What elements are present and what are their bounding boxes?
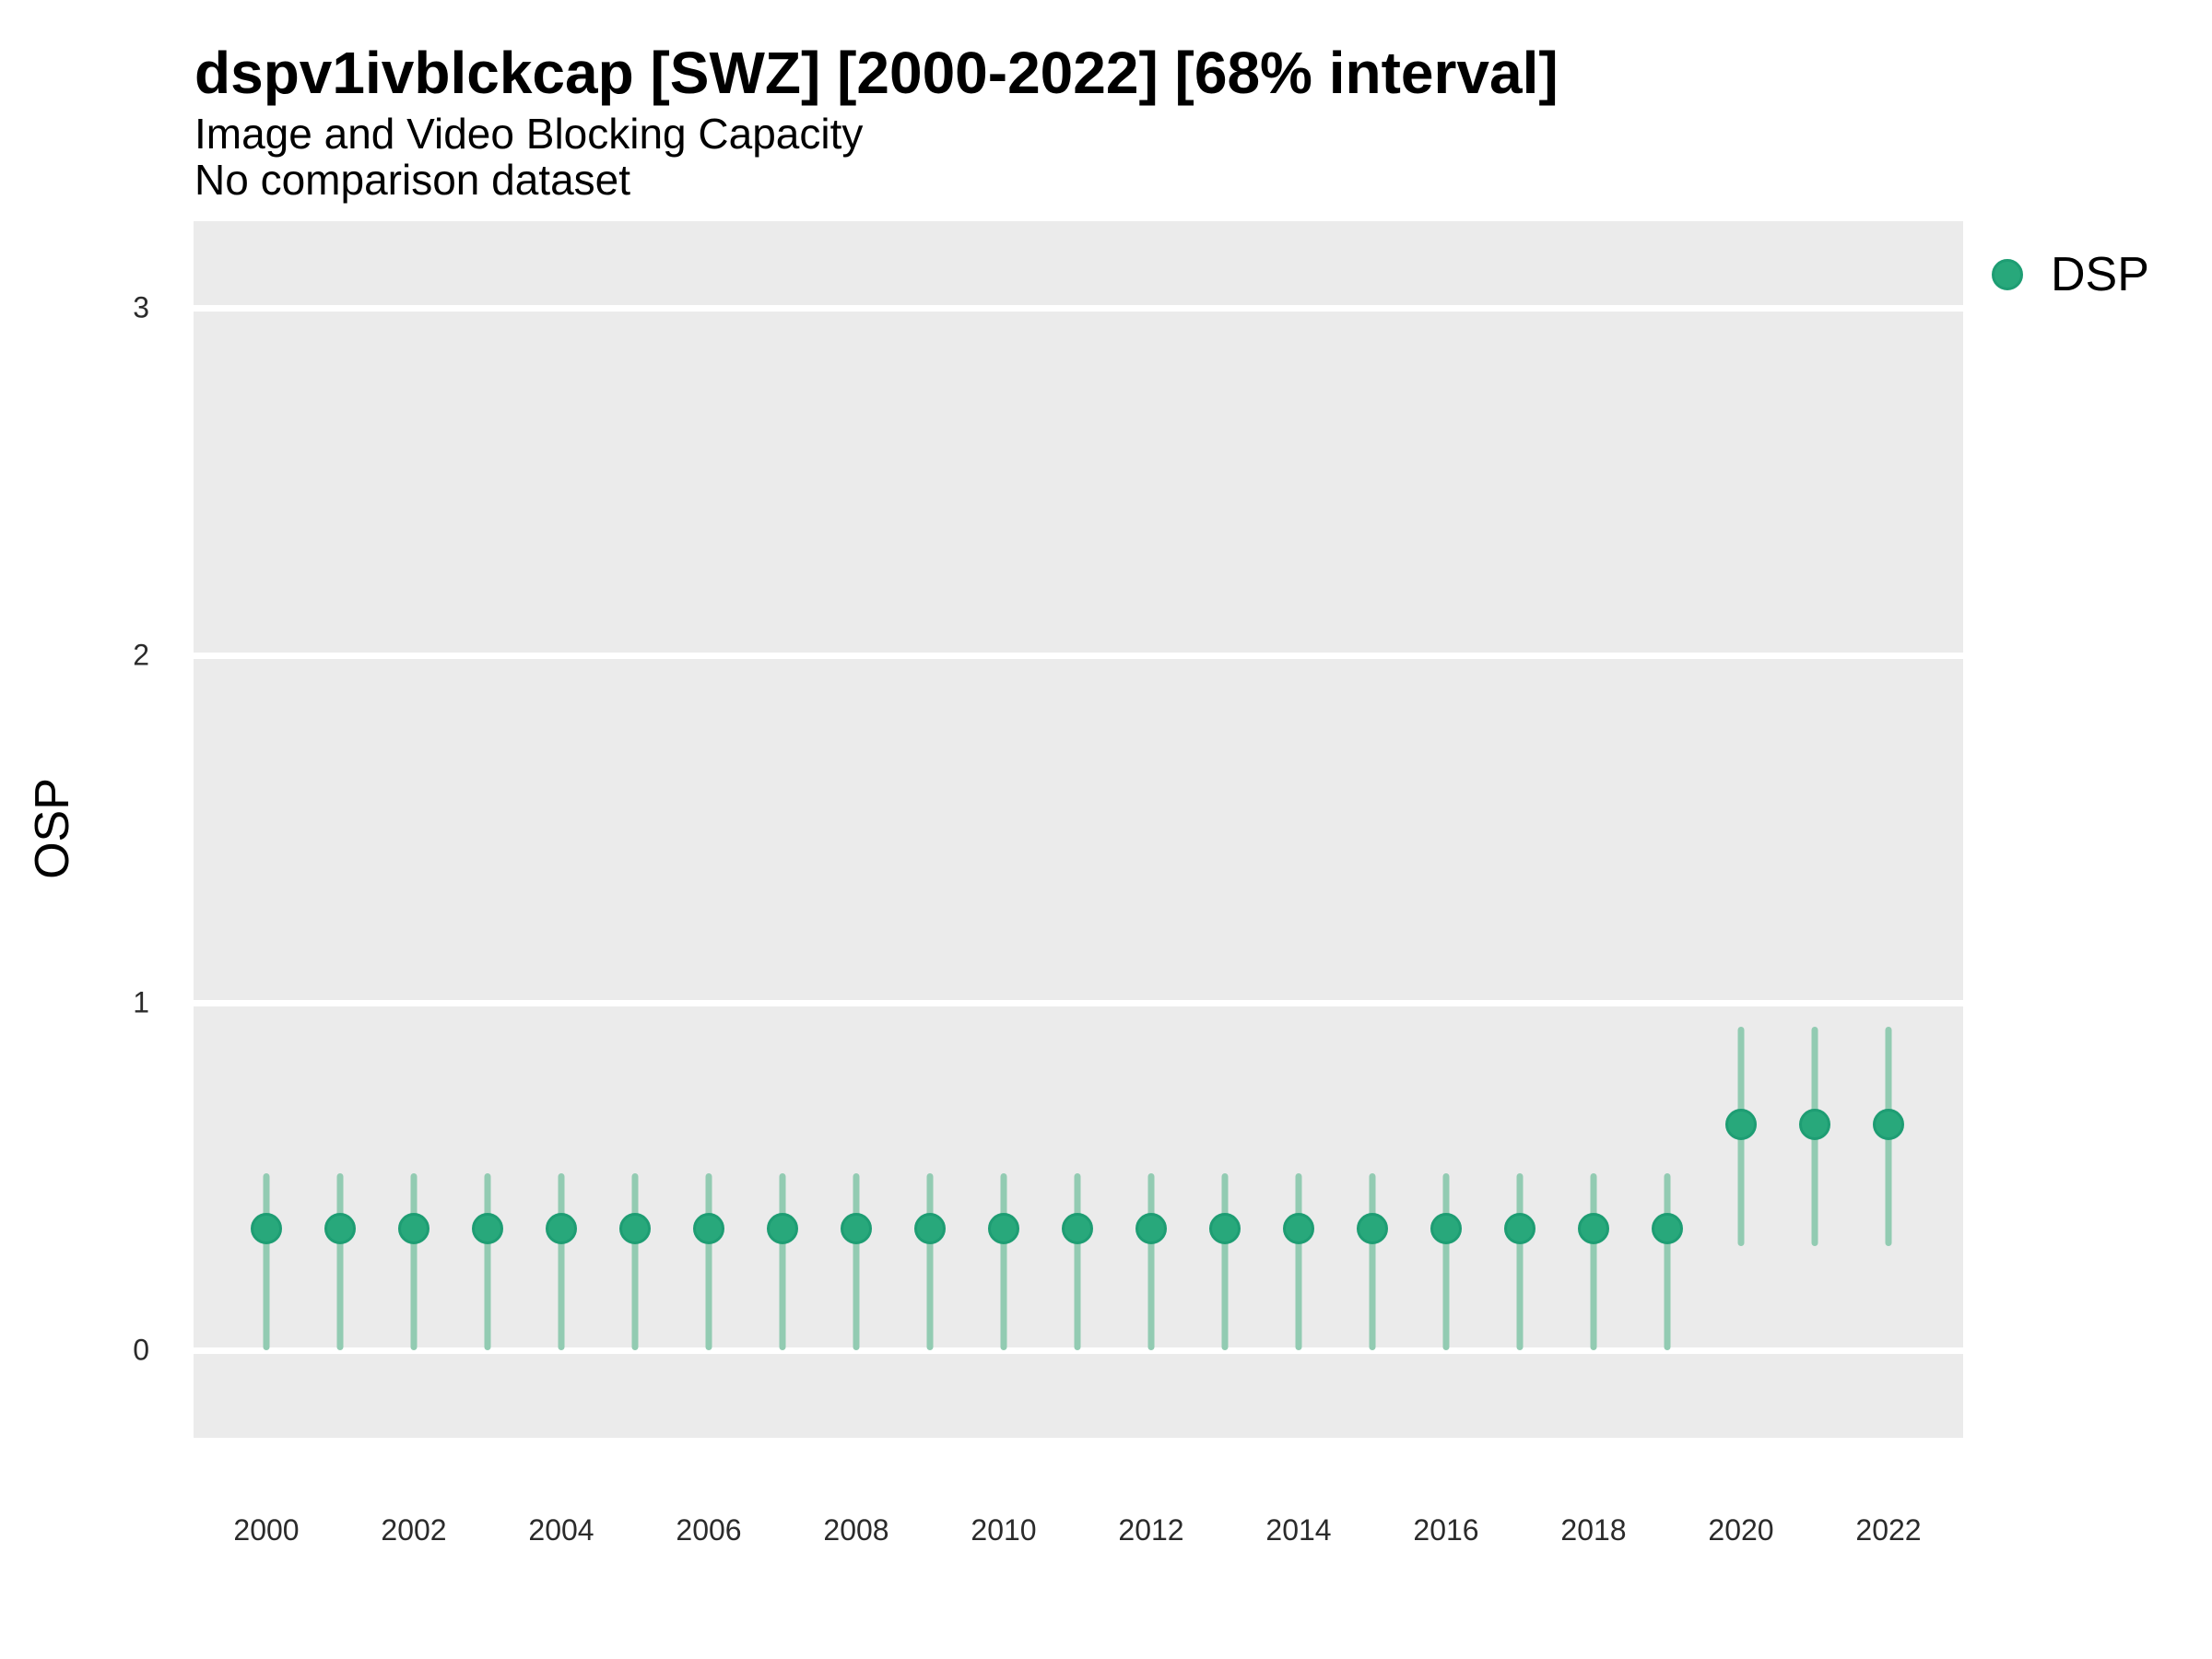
y-tick-label: 1: [133, 985, 149, 1019]
x-tick-label: 2006: [676, 1513, 742, 1547]
x-tick-label: 2008: [823, 1513, 889, 1547]
data-point: [324, 1213, 356, 1245]
error-bar: [1147, 1172, 1155, 1350]
data-point: [1504, 1213, 1535, 1245]
data-point: [767, 1213, 798, 1245]
y-tick-label: 2: [133, 638, 149, 672]
data-point: [1799, 1108, 1830, 1140]
error-bar: [853, 1172, 860, 1350]
error-bar: [1442, 1172, 1450, 1350]
x-tick-label: 2014: [1265, 1513, 1332, 1547]
gridline-y-2: [194, 652, 1963, 659]
error-bar: [1074, 1172, 1081, 1350]
data-point: [1357, 1213, 1388, 1245]
legend-label: DSP: [2051, 248, 2149, 301]
data-point: [251, 1213, 282, 1245]
y-tick-label: 3: [133, 290, 149, 324]
x-tick-label: 2004: [528, 1513, 594, 1547]
data-point: [1652, 1213, 1683, 1245]
data-point: [1062, 1213, 1093, 1245]
y-tick-label: 0: [133, 1333, 149, 1367]
error-bar: [1516, 1172, 1524, 1350]
legend-dot-icon: [1992, 259, 2023, 290]
error-bar: [1590, 1172, 1597, 1350]
error-bar: [779, 1172, 786, 1350]
chart-title: dspv1ivblckcap [SWZ] [2000-2022] [68% in…: [194, 40, 1559, 106]
data-point: [988, 1213, 1019, 1245]
error-bar: [1664, 1172, 1671, 1350]
error-bar: [705, 1172, 712, 1350]
data-point: [914, 1213, 946, 1245]
gridline-y-1: [194, 999, 1963, 1006]
data-point: [398, 1213, 429, 1245]
error-bar: [336, 1172, 344, 1350]
error-bar: [926, 1172, 934, 1350]
x-tick-label: 2022: [1855, 1513, 1922, 1547]
x-tick-label: 2010: [971, 1513, 1037, 1547]
error-bar: [263, 1172, 270, 1350]
data-point: [693, 1213, 724, 1245]
x-tick-label: 2020: [1708, 1513, 1774, 1547]
error-bar: [410, 1172, 418, 1350]
legend: DSP: [1992, 247, 2149, 302]
error-bar: [1221, 1172, 1229, 1350]
gridline-y-3: [194, 304, 1963, 312]
data-point: [1209, 1213, 1241, 1245]
chart-note: No comparison dataset: [194, 156, 631, 204]
gridline-y-0: [194, 1347, 1963, 1354]
x-tick-label: 2016: [1413, 1513, 1479, 1547]
error-bar: [631, 1172, 639, 1350]
data-point: [1283, 1213, 1314, 1245]
error-bar: [1369, 1172, 1376, 1350]
x-tick-label: 2018: [1560, 1513, 1627, 1547]
data-point: [1135, 1213, 1167, 1245]
data-point: [1725, 1108, 1757, 1140]
y-axis-title: OSP: [26, 778, 79, 879]
x-tick-label: 2012: [1118, 1513, 1184, 1547]
data-point: [1430, 1213, 1462, 1245]
data-point: [546, 1213, 577, 1245]
data-point: [841, 1213, 872, 1245]
x-tick-label: 2002: [381, 1513, 447, 1547]
data-point: [619, 1213, 651, 1245]
x-tick-label: 2000: [233, 1513, 300, 1547]
chart-subtitle: Image and Video Blocking Capacity: [194, 110, 864, 158]
error-bar: [1295, 1172, 1302, 1350]
error-bar: [558, 1172, 565, 1350]
data-point: [1578, 1213, 1609, 1245]
error-bar: [484, 1172, 491, 1350]
data-point: [472, 1213, 503, 1245]
data-point: [1873, 1108, 1904, 1140]
error-bar: [1000, 1172, 1007, 1350]
